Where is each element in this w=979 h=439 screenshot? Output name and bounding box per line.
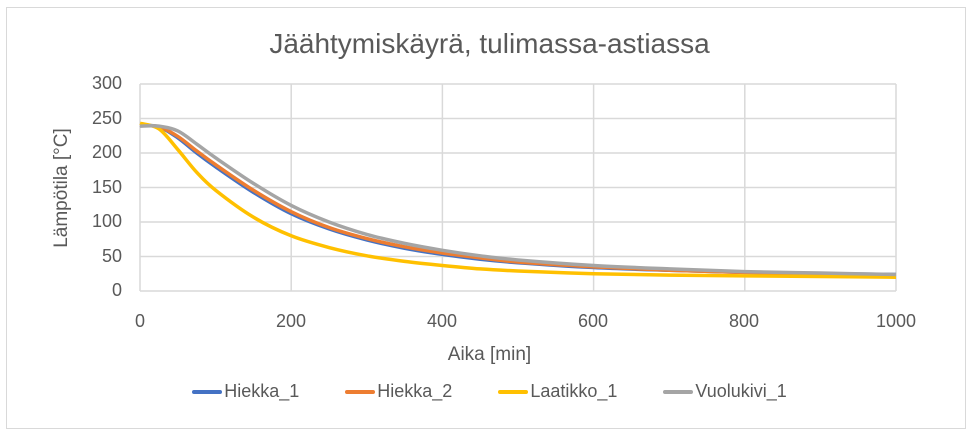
y-tick: 300 [91, 73, 122, 93]
x-tick: 1000 [875, 311, 917, 331]
y-tick: 150 [91, 177, 122, 197]
x-tick: 800 [728, 311, 760, 331]
legend-item-laatikko-1[interactable]: Laatikko_1 [498, 381, 617, 402]
x-tick: 400 [426, 311, 458, 331]
series-line-hiekka_1 [139, 123, 897, 277]
y-tick: 0 [111, 280, 122, 300]
legend-label: Hiekka_2 [377, 381, 453, 401]
legend-swatch [192, 389, 223, 394]
x-axis-label: Aika [min] [447, 344, 532, 365]
gridlines [139, 83, 897, 292]
x-tick: 0 [134, 311, 145, 331]
y-tick: 250 [91, 108, 122, 128]
legend-label: Hiekka_1 [224, 381, 300, 401]
chart-frame [6, 7, 966, 429]
series-line-laatikko_1 [139, 121, 897, 279]
series-line-hiekka_2 [139, 123, 897, 277]
legend-swatch [663, 389, 694, 394]
legend-item-hiekka-1[interactable]: Hiekka_1 [192, 381, 299, 402]
legend: Hiekka_1 Hiekka_2 Laatikko_1 Vuolukivi_1 [0, 381, 979, 402]
y-tick: 200 [91, 142, 122, 162]
legend-swatch [345, 389, 376, 394]
legend-swatch [498, 389, 529, 394]
legend-item-vuolukivi-1[interactable]: Vuolukivi_1 [663, 381, 787, 402]
legend-label: Laatikko_1 [530, 381, 618, 401]
chart-title: Jäähtymiskäyrä, tulimassa-astiassa [269, 28, 710, 59]
y-tick: 50 [101, 246, 122, 266]
y-tick: 100 [91, 211, 122, 231]
legend-item-hiekka-2[interactable]: Hiekka_2 [345, 381, 452, 402]
series-lines [139, 121, 897, 279]
x-tick: 200 [275, 311, 307, 331]
x-tick: 600 [577, 311, 609, 331]
legend-label: Vuolukivi_1 [695, 381, 787, 401]
series-line-vuolukivi_1 [139, 123, 897, 277]
